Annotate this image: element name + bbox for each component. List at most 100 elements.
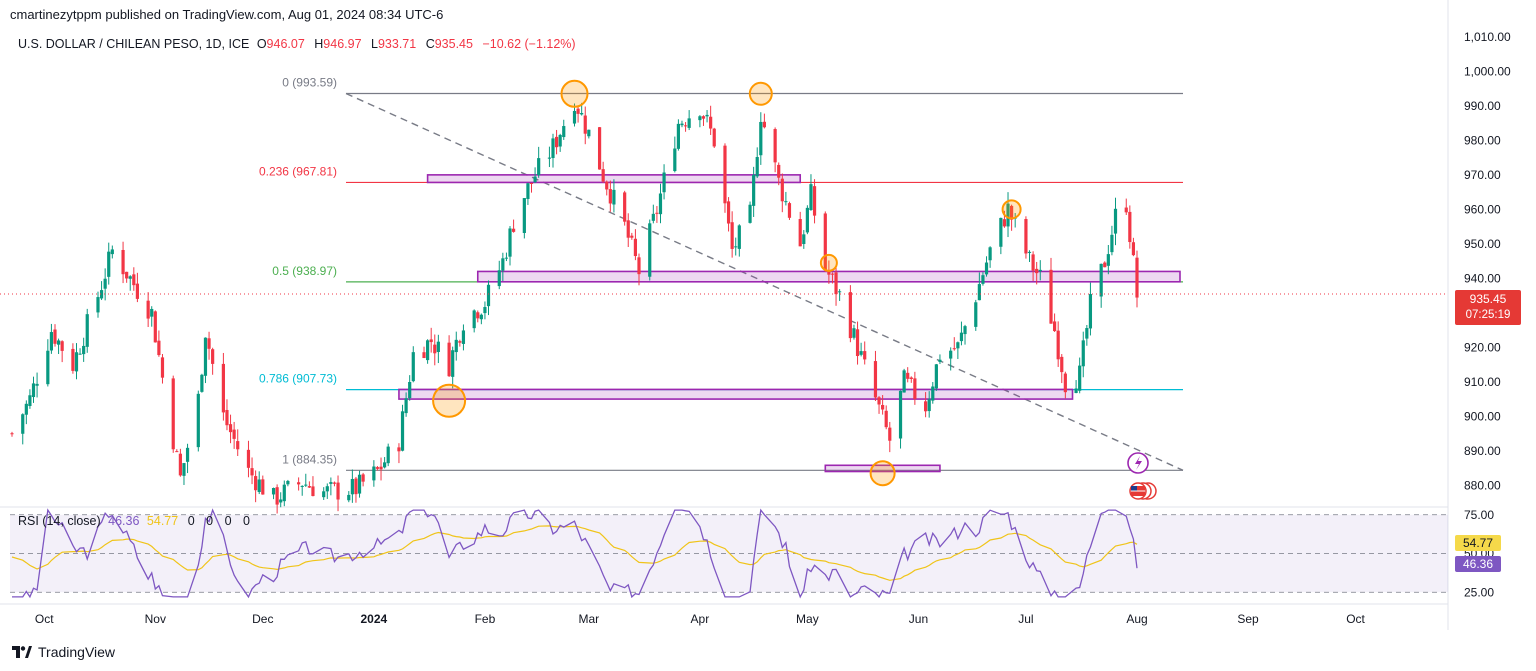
fib-level-label: 0 (993.59) <box>282 76 337 90</box>
candle-body <box>1024 219 1028 254</box>
low-value: 933.71 <box>377 37 417 51</box>
candle-body <box>906 372 910 379</box>
candle-body <box>852 328 856 338</box>
rsi-ma-tag: 54.77 <box>1455 535 1501 551</box>
y-tick-label: 980.00 <box>1464 133 1501 147</box>
candle-body <box>1081 340 1085 367</box>
candle-body <box>182 463 186 476</box>
candle-body <box>383 462 387 468</box>
publish-info: cmartinezytppm published on TradingView.… <box>10 7 444 22</box>
candle-body <box>981 275 985 284</box>
candle-body <box>153 311 157 343</box>
candle-body <box>508 228 512 257</box>
y-tick-label: 970.00 <box>1464 168 1501 182</box>
candle-body <box>379 466 383 470</box>
rsi-zero: 0 <box>187 514 195 528</box>
candle-body <box>261 479 265 495</box>
candle-body <box>612 189 616 205</box>
x-tick-label: Oct <box>1346 612 1365 626</box>
fib-level-label: 0.5 (938.97) <box>272 264 337 278</box>
candle-body <box>676 123 681 149</box>
x-tick-label: Sep <box>1237 612 1259 626</box>
candle-body <box>834 272 838 295</box>
candle-body <box>472 310 476 329</box>
candle-body <box>626 220 630 238</box>
candle-body <box>1110 234 1114 253</box>
y-tick-label: 960.00 <box>1464 202 1501 216</box>
candle-body <box>529 182 534 184</box>
candle-body <box>386 446 390 464</box>
highlight-circle <box>819 253 838 272</box>
candle-body <box>279 499 283 503</box>
y-tick-label: 890.00 <box>1464 444 1501 458</box>
x-tick-label: May <box>796 612 819 626</box>
candle-body <box>1010 205 1014 220</box>
candle-body <box>533 176 537 183</box>
candle-body <box>873 361 878 398</box>
candle-body <box>476 312 480 319</box>
candle-body <box>178 453 182 476</box>
candle-body <box>10 433 14 435</box>
candle-body <box>888 427 892 441</box>
rsi-line <box>12 508 1138 599</box>
candle-body <box>737 225 741 249</box>
candle-body <box>805 207 809 233</box>
candle-body <box>1052 321 1057 332</box>
x-tick-label: Mar <box>578 612 599 626</box>
candle-body <box>483 307 487 314</box>
candle-body <box>952 348 956 350</box>
candle-body <box>175 451 179 453</box>
candle-body <box>597 127 602 170</box>
candle-body <box>773 129 777 163</box>
candle-body <box>576 108 580 114</box>
candle-body <box>171 378 175 450</box>
rsi-zero: 0 <box>206 514 214 528</box>
lightning-event-icon <box>1135 456 1142 470</box>
x-tick-label: Jun <box>909 612 928 626</box>
candle-body <box>855 329 860 357</box>
candle-body <box>436 341 440 353</box>
candle-body <box>802 234 806 245</box>
candle-body <box>554 136 559 148</box>
candle-body <box>221 363 225 413</box>
candle-body <box>902 370 906 393</box>
high-label: H <box>314 37 324 51</box>
candle-body <box>426 340 430 361</box>
candle-body <box>812 186 817 216</box>
candle-body <box>74 352 79 372</box>
candle-body <box>203 337 208 376</box>
last-price: 935.45 <box>1469 292 1507 306</box>
rsi-value: 46.36 <box>108 514 140 528</box>
rsi-zero: 0 <box>224 514 232 528</box>
candle-body <box>977 284 981 301</box>
candle-body <box>275 487 279 505</box>
candle-body <box>422 352 426 359</box>
candle-body <box>762 121 766 128</box>
candle-body <box>200 374 204 392</box>
candle-body <box>648 223 652 277</box>
candle-body <box>583 115 587 134</box>
candle-body <box>35 383 39 386</box>
candle-body <box>110 249 114 255</box>
candle-body <box>397 447 401 452</box>
candle-body <box>1113 208 1118 234</box>
change-value: −10.62 (−1.12%) <box>482 37 576 51</box>
candle-body <box>232 429 236 439</box>
candle-body <box>504 257 509 259</box>
rsi-zero: 0 <box>243 514 250 528</box>
rsi-ma-line <box>11 525 1138 581</box>
candle-body <box>630 235 634 238</box>
candle-body <box>49 332 54 351</box>
tradingview-logo-icon <box>12 646 32 658</box>
candle-body <box>157 340 161 356</box>
candle-body <box>361 474 365 482</box>
candle-body <box>404 398 408 414</box>
candle-body <box>99 290 104 299</box>
candle-body <box>121 249 125 275</box>
open-label: O <box>256 37 267 51</box>
candle-body <box>501 258 505 271</box>
candle-body <box>558 134 562 147</box>
candle-body <box>898 390 903 439</box>
candle-body <box>734 246 738 248</box>
